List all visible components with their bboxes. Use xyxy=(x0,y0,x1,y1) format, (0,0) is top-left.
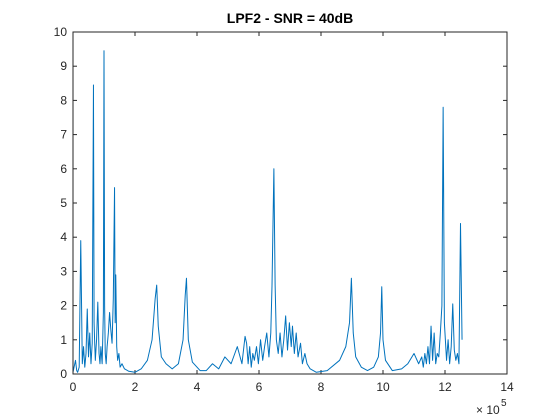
y-tick-label: 7 xyxy=(60,128,67,142)
x-tick-label: 0 xyxy=(70,380,77,394)
x-tick-label: 10 xyxy=(376,380,390,394)
y-tick-label: 5 xyxy=(60,196,67,210)
plot-area xyxy=(73,32,507,374)
series-layer xyxy=(72,50,463,373)
x-tick-label: 12 xyxy=(438,380,452,394)
y-tick-label: 0 xyxy=(60,367,67,381)
x-tick-label: 8 xyxy=(318,380,325,394)
series-line xyxy=(72,50,463,373)
y-tick-label: 2 xyxy=(60,299,67,313)
y-tick-label: 6 xyxy=(60,162,67,176)
x-tick-label: 4 xyxy=(194,380,201,394)
y-tick-label: 3 xyxy=(60,264,67,278)
y-tick-label: 8 xyxy=(60,93,67,107)
x-tick-label: 2 xyxy=(132,380,139,394)
x-exponent-power: 5 xyxy=(501,398,507,409)
axes-box xyxy=(72,31,508,375)
y-tick-label: 9 xyxy=(60,59,67,73)
x-tick-label: 14 xyxy=(500,380,514,394)
chart-title: LPF2 - SNR = 40dB xyxy=(227,10,353,26)
x-tick-label: 6 xyxy=(256,380,263,394)
axis-ticks xyxy=(72,31,508,375)
y-tick-label: 10 xyxy=(54,25,68,39)
y-tick-label: 4 xyxy=(60,230,67,244)
x-exponent-base: × 10 xyxy=(476,403,500,417)
y-tick-label: 1 xyxy=(60,333,67,347)
